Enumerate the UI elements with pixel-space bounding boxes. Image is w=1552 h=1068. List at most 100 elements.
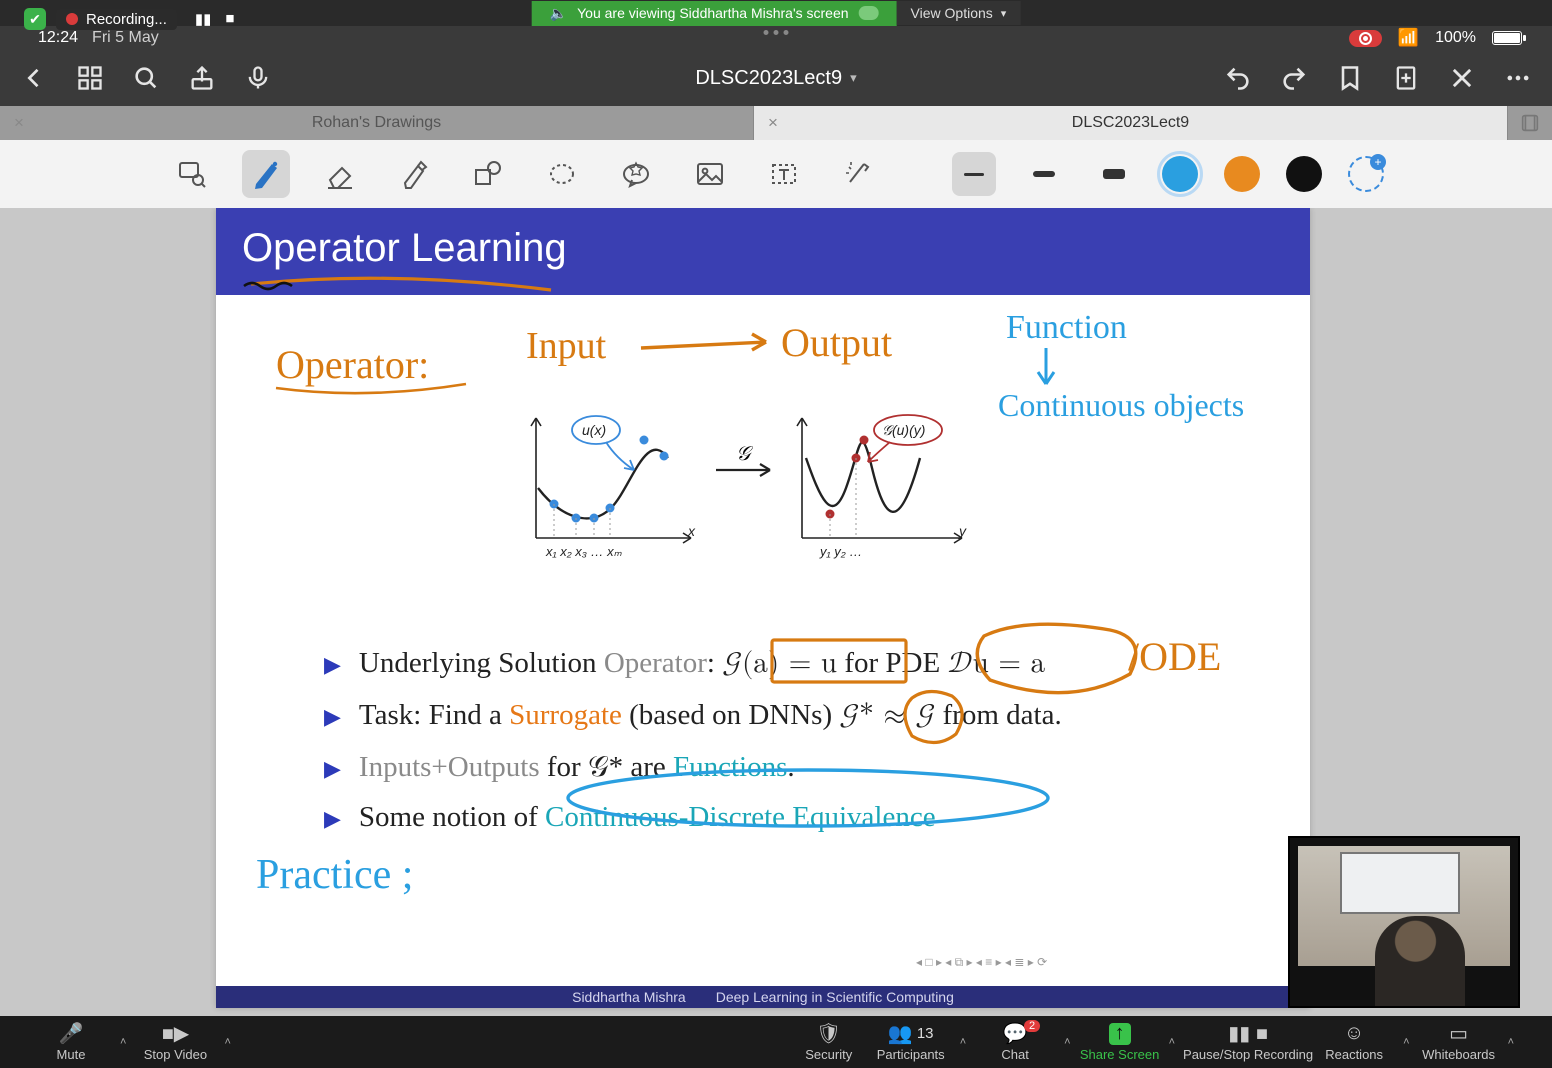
- bullet-text: Operator: [604, 647, 707, 679]
- view-options-label: View Options: [911, 5, 993, 21]
- view-options-button[interactable]: View Options ▾: [897, 1, 1021, 25]
- slide-overlay: Operator: Input Output Function Continuo…: [216, 208, 1310, 1008]
- grid-icon[interactable]: [76, 64, 104, 92]
- record-dot-icon: [66, 13, 78, 25]
- thickness-medium[interactable]: [1022, 152, 1066, 196]
- video-icon: ■▶: [162, 1023, 189, 1045]
- image-tool[interactable]: [686, 150, 734, 198]
- bullet-math: 𝒢(a) = u: [722, 649, 837, 678]
- bullet-text: .: [787, 751, 794, 783]
- thickness-thin[interactable]: [952, 152, 996, 196]
- participants-label: Participants: [877, 1047, 945, 1062]
- recording-controls: ▮▮ ■: [195, 10, 235, 28]
- close-icon[interactable]: ×: [14, 113, 24, 133]
- svg-text:𝒢(u)(y): 𝒢(u)(y): [882, 422, 925, 438]
- undo-button[interactable]: [1224, 64, 1252, 92]
- back-button[interactable]: [20, 64, 48, 92]
- recording-box: Recording...: [56, 9, 177, 30]
- chevron-up-icon[interactable]: ˄: [1064, 1036, 1070, 1048]
- tab-dlsc[interactable]: × DLSC2023Lect9: [754, 106, 1508, 140]
- slide-footer: Siddhartha Mishra Deep Learning in Scien…: [216, 986, 1310, 1008]
- handwriting-ode: /ODE: [1128, 634, 1221, 679]
- bullet-icon: ▶: [324, 698, 341, 737]
- chevron-up-icon[interactable]: ˄: [224, 1036, 230, 1048]
- chat-button[interactable]: 💬 2 Chat: [974, 1023, 1056, 1062]
- chevron-up-icon[interactable]: ˄: [1403, 1036, 1409, 1048]
- sticker-tool[interactable]: [612, 150, 660, 198]
- redo-button[interactable]: [1280, 64, 1308, 92]
- zoom-tool[interactable]: [168, 150, 216, 198]
- chevron-up-icon[interactable]: ˄: [1169, 1036, 1175, 1048]
- svg-text:x₁ x₂ x₃ … xₘ: x₁ x₂ x₃ … xₘ: [545, 544, 623, 559]
- mute-button[interactable]: 🎤 Mute: [30, 1023, 112, 1062]
- close-icon[interactable]: ×: [768, 113, 778, 133]
- webcam-pip[interactable]: [1288, 836, 1520, 1008]
- chevron-up-icon[interactable]: ˄: [1508, 1036, 1514, 1048]
- reactions-icon: ☺: [1344, 1023, 1364, 1045]
- text-tool[interactable]: [760, 150, 808, 198]
- footer-name: Siddhartha Mishra: [572, 989, 686, 1005]
- doc-title[interactable]: DLSC2023Lect9 ▾: [695, 67, 856, 90]
- slide-page: Operator Learning ▶ Underlying Solution …: [216, 208, 1310, 1008]
- shield-icon: ✔: [24, 8, 46, 30]
- diagram-right-plot: y y₁ y₂ … 𝒢(u)(y): [797, 415, 967, 559]
- thickness-thick[interactable]: [1092, 152, 1136, 196]
- recording-label: Recording...: [86, 11, 167, 28]
- highlighter-tool[interactable]: [390, 150, 438, 198]
- shape-tool[interactable]: [464, 150, 512, 198]
- handwriting-output: Output: [781, 320, 892, 365]
- add-color-button[interactable]: +: [1348, 156, 1384, 192]
- record-button[interactable]: ▮▮ ■ Pause/Stop Recording: [1183, 1023, 1313, 1062]
- color-swatch-orange[interactable]: [1224, 156, 1260, 192]
- participants-button[interactable]: 👥13 Participants: [870, 1023, 952, 1062]
- share-text: You are viewing Siddhartha Mishra's scre…: [577, 5, 848, 21]
- svg-text:𝒢: 𝒢: [736, 443, 754, 465]
- tab-rohans-drawings[interactable]: × Rohan's Drawings: [0, 106, 754, 140]
- add-page-icon[interactable]: [1392, 64, 1420, 92]
- tab-label: Rohan's Drawings: [312, 114, 441, 132]
- bullet-text: (based on DNNs): [622, 699, 839, 731]
- stop-icon[interactable]: ■: [225, 10, 234, 28]
- share-screen-button[interactable]: ↑ Share Screen: [1079, 1023, 1161, 1062]
- chevron-down-icon: ▾: [1001, 7, 1007, 20]
- bullet-text: Task: Find a: [359, 699, 509, 731]
- security-button[interactable]: 🛡 Security: [788, 1023, 870, 1062]
- multitask-dots[interactable]: [764, 30, 789, 35]
- stop-video-button[interactable]: ■▶ Stop Video: [134, 1023, 216, 1062]
- eraser-tool[interactable]: [316, 150, 364, 198]
- chevron-up-icon[interactable]: ˄: [120, 1036, 126, 1048]
- chevron-down-icon: ▾: [850, 70, 857, 86]
- pause-stop-icon: ▮▮ ■: [1228, 1023, 1268, 1045]
- bullet-text: Inputs+Outputs: [359, 751, 540, 783]
- laser-tool[interactable]: [834, 150, 882, 198]
- new-tab-button[interactable]: [1508, 106, 1552, 140]
- reactions-button[interactable]: ☺ Reactions: [1313, 1023, 1395, 1062]
- whiteboards-button[interactable]: ▭ Whiteboards: [1418, 1023, 1500, 1062]
- svg-text:x: x: [687, 523, 696, 539]
- cloud-icon: [859, 6, 879, 20]
- mic-icon[interactable]: [244, 64, 272, 92]
- slide-title-band: Operator Learning: [216, 208, 1310, 295]
- close-button[interactable]: [1448, 64, 1476, 92]
- svg-text:y₁ y₂ …: y₁ y₂ …: [819, 544, 862, 559]
- bullet-row: ▶ Task: Find a Surrogate (based on DNNs)…: [324, 690, 1062, 742]
- bookmark-icon[interactable]: [1336, 64, 1364, 92]
- shield-icon: 🛡: [816, 1023, 841, 1045]
- more-icon[interactable]: [1504, 64, 1532, 92]
- tab-bar: × Rohan's Drawings × DLSC2023Lect9: [0, 106, 1552, 140]
- chevron-up-icon[interactable]: ˄: [960, 1036, 966, 1048]
- bullet-text: for 𝒢* are: [540, 751, 673, 783]
- bullet-math: 𝒟u = a: [947, 649, 1045, 678]
- color-swatch-black[interactable]: [1286, 156, 1322, 192]
- screen-record-pill[interactable]: [1349, 30, 1382, 47]
- color-swatch-blue[interactable]: [1162, 156, 1198, 192]
- pause-icon[interactable]: ▮▮: [195, 10, 212, 28]
- participants-icon: 👥13: [888, 1023, 934, 1045]
- share-icon[interactable]: [188, 64, 216, 92]
- bullet-row: ▶ Underlying Solution Operator: 𝒢(a) = u…: [324, 638, 1062, 690]
- search-icon[interactable]: [132, 64, 160, 92]
- zoom-toolbar: 🎤 Mute ˄ ■▶ Stop Video ˄ 🛡 Security 👥13 …: [0, 1016, 1552, 1068]
- lasso-tool[interactable]: [538, 150, 586, 198]
- pen-tool[interactable]: [242, 150, 290, 198]
- participants-count: 13: [917, 1025, 934, 1042]
